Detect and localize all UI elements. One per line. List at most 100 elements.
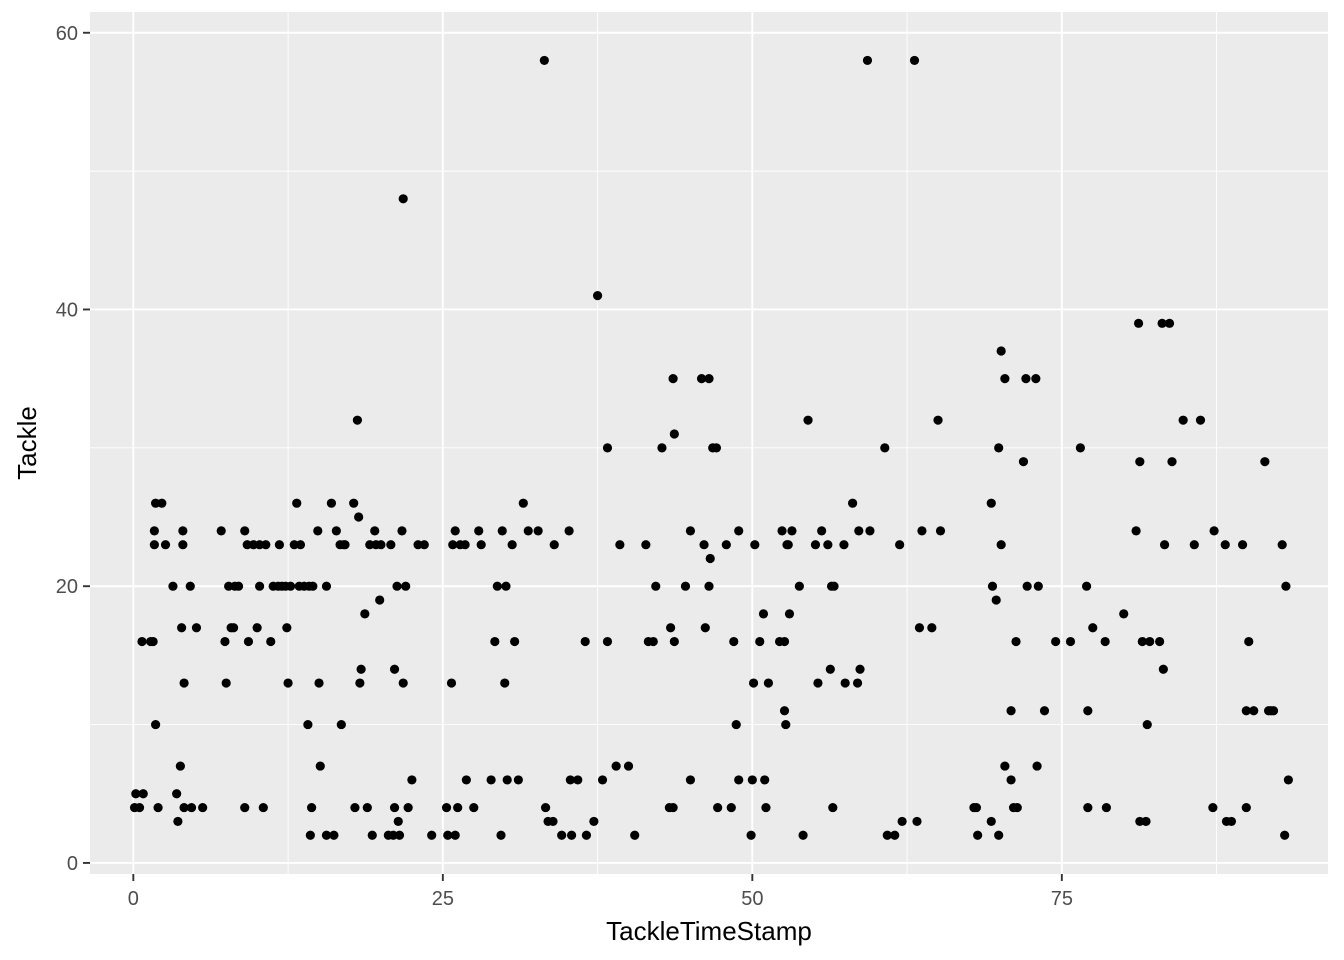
data-point bbox=[564, 526, 574, 536]
data-point bbox=[160, 540, 171, 550]
data-point bbox=[1178, 415, 1188, 425]
data-point bbox=[507, 540, 517, 550]
data-points bbox=[129, 55, 1293, 840]
data-point bbox=[185, 581, 195, 591]
data-point bbox=[755, 636, 765, 647]
data-point bbox=[153, 802, 163, 813]
data-point bbox=[1145, 636, 1155, 647]
data-point bbox=[1157, 318, 1167, 328]
data-point bbox=[172, 789, 182, 799]
data-point bbox=[565, 775, 575, 785]
data-point bbox=[266, 636, 276, 647]
data-point bbox=[500, 678, 510, 688]
data-point bbox=[138, 789, 148, 799]
data-point bbox=[1137, 636, 1147, 647]
data-point bbox=[513, 775, 523, 785]
data-point bbox=[1249, 706, 1259, 716]
data-point bbox=[461, 775, 471, 785]
data-point bbox=[354, 512, 364, 522]
data-point bbox=[1155, 636, 1165, 647]
data-point bbox=[669, 429, 679, 439]
data-point bbox=[987, 581, 998, 591]
data-point bbox=[446, 678, 457, 688]
data-point bbox=[389, 802, 400, 813]
data-point bbox=[1277, 540, 1287, 550]
data-point bbox=[240, 802, 250, 813]
data-point bbox=[1088, 623, 1098, 633]
data-point bbox=[666, 623, 676, 633]
data-point bbox=[1226, 816, 1237, 827]
data-point bbox=[763, 678, 774, 688]
data-point bbox=[734, 526, 744, 536]
data-point bbox=[340, 540, 350, 550]
data-point bbox=[1039, 706, 1050, 716]
data-point bbox=[336, 719, 346, 730]
data-point bbox=[305, 830, 315, 840]
data-point bbox=[394, 830, 405, 840]
data-point bbox=[178, 540, 188, 550]
data-point bbox=[496, 830, 506, 840]
data-point bbox=[825, 664, 835, 674]
data-point bbox=[711, 443, 722, 453]
data-point bbox=[134, 802, 145, 813]
data-point bbox=[548, 816, 558, 827]
data-point bbox=[450, 830, 460, 840]
data-point bbox=[794, 581, 804, 591]
data-point bbox=[909, 55, 920, 66]
data-point bbox=[783, 540, 793, 550]
data-point bbox=[897, 816, 907, 827]
data-point bbox=[1119, 609, 1129, 619]
data-point bbox=[685, 526, 696, 536]
data-point bbox=[220, 636, 230, 647]
data-point bbox=[216, 526, 226, 536]
data-point bbox=[350, 802, 360, 813]
data-point bbox=[581, 830, 592, 840]
y-tick-label: 60 bbox=[56, 23, 78, 45]
data-point bbox=[750, 540, 760, 550]
data-point bbox=[685, 775, 696, 785]
data-point bbox=[1012, 802, 1022, 813]
y-axis-title: Tackle bbox=[12, 406, 42, 480]
data-point bbox=[1135, 457, 1145, 467]
data-point bbox=[233, 581, 244, 591]
data-point bbox=[823, 540, 833, 550]
data-point bbox=[787, 526, 797, 536]
data-point bbox=[810, 540, 821, 550]
data-point bbox=[1083, 706, 1093, 716]
data-point bbox=[696, 374, 707, 384]
data-point bbox=[668, 802, 678, 813]
data-point bbox=[1209, 526, 1219, 536]
data-point bbox=[329, 830, 339, 840]
data-point bbox=[469, 802, 479, 813]
data-point bbox=[777, 526, 787, 536]
data-point bbox=[243, 636, 254, 647]
data-point bbox=[510, 636, 520, 647]
data-point bbox=[1051, 636, 1061, 647]
y-axis: 0 20 40 60 bbox=[56, 23, 90, 875]
data-point bbox=[448, 540, 458, 550]
data-point bbox=[1241, 802, 1251, 813]
data-point bbox=[1195, 415, 1206, 425]
data-point bbox=[704, 374, 714, 384]
data-point bbox=[492, 581, 502, 591]
data-point bbox=[1280, 830, 1290, 840]
data-point bbox=[699, 540, 709, 550]
data-point bbox=[360, 609, 370, 619]
data-point bbox=[175, 761, 185, 771]
data-point bbox=[1101, 802, 1111, 813]
data-point bbox=[731, 719, 741, 730]
data-point bbox=[1142, 719, 1152, 730]
data-point bbox=[781, 719, 791, 730]
x-tick-label: 50 bbox=[741, 888, 763, 910]
data-point bbox=[168, 581, 178, 591]
data-point bbox=[933, 415, 943, 425]
data-point bbox=[986, 498, 996, 508]
data-point bbox=[501, 581, 511, 591]
data-point bbox=[1032, 761, 1042, 771]
data-point bbox=[403, 802, 413, 813]
data-point bbox=[611, 761, 621, 771]
data-point bbox=[668, 374, 678, 384]
data-point bbox=[986, 816, 996, 827]
data-point bbox=[386, 540, 396, 550]
data-point bbox=[573, 775, 583, 785]
